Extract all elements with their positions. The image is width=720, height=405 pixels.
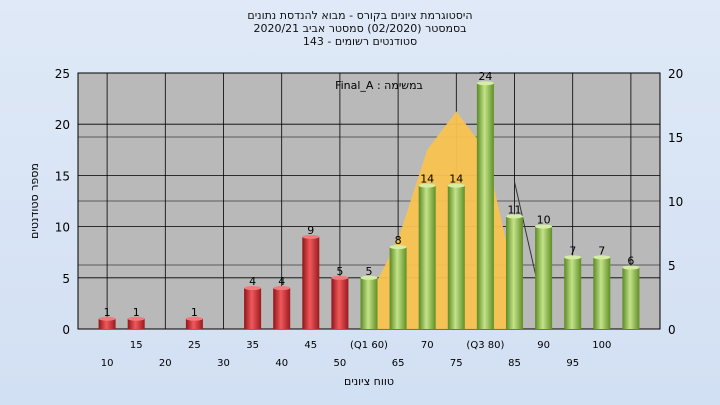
bar-cap (447, 183, 465, 188)
bar-value-label: 9 (307, 224, 314, 237)
bar (535, 226, 553, 329)
chart-title-line-2: בסמסטר (02/2020) סמסטר אביב 2020/21 (253, 22, 467, 35)
x-tick-label: 85 (508, 358, 521, 369)
y-tick-label: 25 (55, 67, 70, 81)
bar-value-label: 14 (449, 173, 463, 186)
bar (185, 318, 203, 329)
y2-tick-label: 0 (668, 323, 676, 337)
bar (360, 277, 378, 329)
chart-title-line-3: סטודנטים רשומים - 143 (302, 35, 418, 48)
x-tick-label: 45 (304, 340, 317, 351)
chart-title-line-1: היסטוגרמת ציונים בקורס - מבוא להנדסת נתו… (247, 9, 473, 22)
x-tick-label: (Q3 80) (466, 340, 504, 351)
bar-cap (564, 255, 582, 260)
bar-cap (331, 275, 349, 280)
bar (476, 83, 494, 330)
x-tick-label: 100 (592, 340, 611, 351)
y-tick-label: 10 (55, 221, 70, 235)
x-tick-label: 90 (537, 340, 550, 351)
bar-cap (418, 183, 436, 188)
bar-cap (389, 245, 407, 250)
bar (389, 247, 407, 329)
x-tick-label: 95 (566, 358, 579, 369)
bar (127, 318, 145, 329)
y2-tick-label: 10 (668, 195, 683, 209)
y2-tick-label: 5 (668, 259, 676, 273)
bar-value-label: 24 (478, 70, 492, 83)
bar (593, 257, 611, 329)
bar-value-label: 7 (598, 244, 605, 257)
bar-value-label: 6 (627, 255, 634, 268)
bar-value-label: 10 (537, 214, 551, 227)
bar-cap (302, 234, 320, 239)
y2-tick-label: 15 (668, 131, 683, 145)
bar (447, 185, 465, 329)
y-tick-label: 0 (62, 323, 70, 337)
bar-cap (476, 81, 494, 86)
bar (273, 288, 291, 329)
bar (244, 288, 262, 329)
bar-value-label: 1 (191, 306, 198, 319)
x-tick-label: 25 (188, 340, 201, 351)
x-tick-label: 15 (130, 340, 143, 351)
bar-value-label: 7 (569, 244, 576, 257)
y2-tick-label: 20 (668, 67, 683, 81)
bar (622, 267, 640, 329)
x-tick-label: 20 (159, 358, 172, 369)
bar-value-label: 4 (278, 275, 285, 288)
bar-value-label: 14 (420, 173, 434, 186)
bar-value-label: 4 (249, 275, 256, 288)
bar-value-label: 8 (395, 234, 402, 247)
bar-cap (98, 316, 116, 321)
bar-value-label: 1 (104, 306, 111, 319)
x-tick-label: 30 (217, 358, 230, 369)
y-axis-label: מספר סטודנטים (28, 163, 41, 239)
bar-value-label: 1 (133, 306, 140, 319)
bar-cap (360, 275, 378, 280)
bar-cap (273, 286, 291, 291)
x-tick-label: 35 (246, 340, 259, 351)
x-tick-label: 40 (275, 358, 288, 369)
chart-annotation: במשימה : Final_A (335, 79, 423, 92)
bar-value-label: 5 (336, 265, 343, 278)
x-tick-label: 10 (101, 358, 114, 369)
bar-cap (185, 316, 203, 321)
bar-value-label: 5 (366, 265, 373, 278)
x-tick-label: 50 (334, 358, 347, 369)
y-tick-label: 15 (55, 169, 70, 183)
y-tick-label: 5 (62, 272, 70, 286)
bar-cap (244, 286, 262, 291)
bar (302, 236, 320, 329)
bar (506, 216, 523, 329)
x-tick-label: 75 (450, 358, 463, 369)
bar (331, 277, 349, 329)
bar (418, 185, 436, 329)
bar-value-label: 11 (508, 203, 522, 216)
bar-cap (127, 316, 145, 321)
x-tick-label: 65 (392, 358, 405, 369)
bar-cap (593, 255, 611, 260)
bar-cap (622, 265, 640, 270)
x-tick-label: (Q1 60) (350, 340, 388, 351)
x-axis-label: טווח ציונים (344, 375, 394, 388)
bar (564, 257, 582, 329)
bar-cap (535, 224, 553, 229)
y-tick-label: 20 (55, 118, 70, 132)
bar-cap (506, 214, 523, 219)
bar (98, 318, 116, 329)
x-tick-label: 70 (421, 340, 434, 351)
distribution-line (514, 181, 539, 285)
